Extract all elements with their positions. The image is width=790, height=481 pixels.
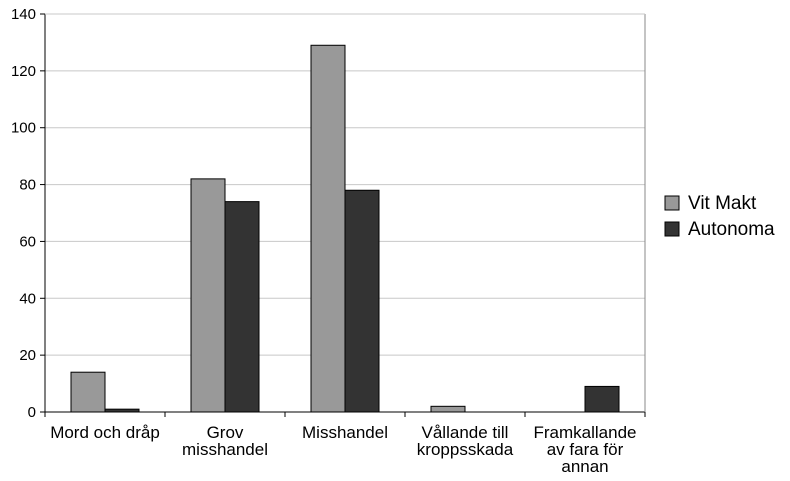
x-axis-labels: Mord och dråp Grov misshandel Misshandel Vål…: [50, 423, 636, 476]
x-category-label: Grov misshandel: [182, 423, 268, 459]
x-category-label: Mord och dråp: [50, 423, 160, 442]
x-category-label: Vållande till kroppsskada: [417, 423, 514, 459]
y-tick-label: 80: [19, 177, 36, 194]
legend-swatch: [664, 221, 680, 237]
y-tick-label: 120: [11, 63, 36, 80]
bar-vit-makt: [70, 371, 106, 413]
bar-autonoma: [344, 189, 380, 413]
x-category-label: Framkallande av fara för annan: [534, 423, 637, 476]
legend-label: Autonoma: [688, 219, 775, 240]
x-category-label: Misshandel: [302, 423, 388, 442]
bars: [70, 44, 620, 413]
y-tick-label: 20: [19, 347, 36, 364]
bar-vit-makt: [430, 405, 466, 413]
bar-autonoma: [584, 385, 620, 413]
bar-autonoma: [224, 201, 260, 413]
legend-label: Vit Makt: [688, 193, 757, 214]
y-axis-ticks: 0 20 40 60 80 100 120 140: [11, 6, 45, 421]
y-tick-label: 140: [11, 6, 36, 23]
legend: Vit Makt Autonoma: [664, 193, 775, 240]
axes: [44, 13, 646, 417]
bar-vit-makt: [310, 44, 346, 413]
y-tick-label: 100: [11, 120, 36, 137]
y-tick-label: 40: [19, 290, 36, 307]
y-tick-label: 0: [28, 404, 36, 421]
legend-swatch: [664, 195, 680, 211]
y-tick-label: 60: [19, 233, 36, 250]
bar-vit-makt: [190, 178, 226, 413]
